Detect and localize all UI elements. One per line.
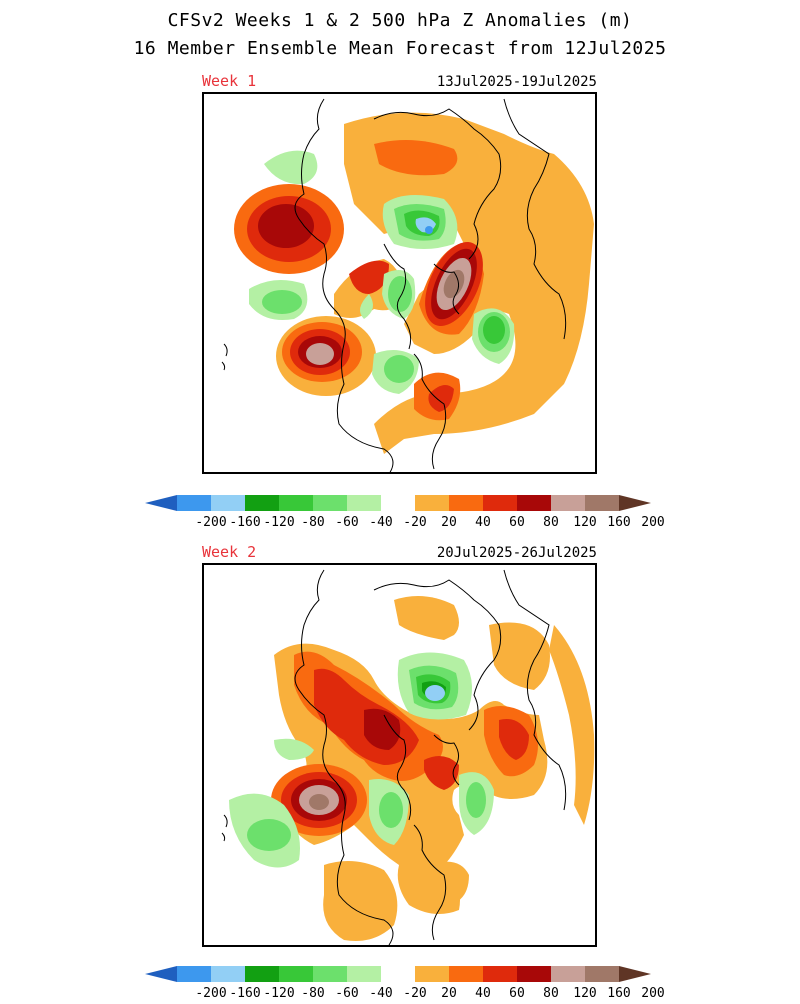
colorbar-tick-label: -120 bbox=[263, 515, 294, 530]
colorbar-tick-label: 80 bbox=[543, 515, 559, 530]
colorbar-tick-label: -20 bbox=[403, 515, 426, 530]
colorbar-swatch bbox=[449, 966, 483, 982]
colorbar-swatch bbox=[381, 495, 415, 511]
colorbar-tick-label: 40 bbox=[475, 986, 491, 1001]
colorbar-swatch bbox=[415, 966, 449, 982]
colorbar-swatch bbox=[211, 966, 245, 982]
colorbar-swatch bbox=[585, 966, 619, 982]
colorbar-swatch bbox=[245, 966, 279, 982]
week-2-colorbar: -200 -160 -120 -80 -60 -40 -20 20 40 60 80 120 160 20… bbox=[145, 964, 665, 1004]
colorbar-swatch bbox=[313, 495, 347, 511]
week-1-label: Week 1 bbox=[202, 72, 257, 90]
coastlines bbox=[221, 569, 567, 945]
colorbar-swatch bbox=[517, 966, 551, 982]
colorbar-swatch bbox=[211, 495, 245, 511]
colorbar-swatch bbox=[313, 966, 347, 982]
week-2-label: Week 2 bbox=[202, 543, 257, 561]
colorbar-swatch bbox=[517, 495, 551, 511]
colorbar-swatch bbox=[279, 966, 313, 982]
colorbar-tick-label: 40 bbox=[475, 515, 491, 530]
colorbar-swatch bbox=[551, 966, 585, 982]
colorbar-swatch bbox=[245, 495, 279, 511]
colorbar-tick-label: 200 bbox=[641, 986, 664, 1001]
colorbar-tick-label: -60 bbox=[335, 515, 358, 530]
colorbar-extend-high bbox=[619, 966, 651, 982]
week-1-colorbar: -200 -160 -120 -80 -60 -40 -20 20 40 60 80 120 160 20… bbox=[145, 493, 665, 533]
week-2-anomaly-map bbox=[202, 563, 597, 947]
negative-anomaly-contours bbox=[249, 150, 515, 394]
colorbar-tick-label: -80 bbox=[301, 986, 324, 1001]
colorbar-swatch bbox=[177, 495, 211, 511]
colorbar-tick-label: -40 bbox=[369, 515, 392, 530]
colorbar-tick-label: -200 bbox=[195, 515, 226, 530]
colorbar-swatch bbox=[279, 495, 313, 511]
colorbar-swatch bbox=[551, 495, 585, 511]
colorbar-tick-label: -80 bbox=[301, 515, 324, 530]
colorbar-tick-label: 120 bbox=[573, 986, 596, 1001]
colorbar-swatch bbox=[415, 495, 449, 511]
colorbar-svg: -200 -160 -120 -80 -60 -40 -20 20 40 60 80 120 160 20… bbox=[145, 966, 665, 1001]
colorbar-extend-low bbox=[145, 966, 177, 982]
coastlines bbox=[221, 98, 567, 472]
colorbar-tick-label: -200 bbox=[195, 986, 226, 1001]
week-1-date-range: 13Jul2025-19Jul2025 bbox=[436, 74, 597, 90]
colorbar-tick-label: 160 bbox=[607, 986, 630, 1001]
colorbar-tick-label: 60 bbox=[509, 986, 525, 1001]
negative-anomaly-contours bbox=[229, 652, 494, 868]
colorbar-tick-label: -40 bbox=[369, 986, 392, 1001]
colorbar-swatch bbox=[381, 966, 415, 982]
colorbar-tick-label: 20 bbox=[441, 515, 457, 530]
week-2-date-range: 20Jul2025-26Jul2025 bbox=[436, 545, 597, 561]
week-1-anomaly-map bbox=[202, 92, 597, 474]
colorbar-extend-high bbox=[619, 495, 651, 511]
colorbar-swatch bbox=[449, 495, 483, 511]
positive-anomaly-contours bbox=[271, 596, 595, 941]
colorbar-tick-label: 120 bbox=[573, 515, 596, 530]
colorbar-swatch bbox=[483, 966, 517, 982]
colorbar-svg: -200 -160 -120 -80 -60 -40 -20 20 40 60 80 120 160 20… bbox=[145, 495, 665, 530]
colorbar-tick-label: -20 bbox=[403, 986, 426, 1001]
colorbar-swatch bbox=[177, 966, 211, 982]
colorbar-tick-label: 200 bbox=[641, 515, 664, 530]
colorbar-swatch bbox=[347, 966, 381, 982]
colorbar-tick-label: 20 bbox=[441, 986, 457, 1001]
colorbar-tick-label: 80 bbox=[543, 986, 559, 1001]
colorbar-swatch bbox=[347, 495, 381, 511]
map-subtitle: 16 Member Ensemble Mean Forecast from 12… bbox=[133, 38, 667, 59]
colorbar-swatch bbox=[585, 495, 619, 511]
colorbar-extend-low bbox=[145, 495, 177, 511]
colorbar-tick-label: -160 bbox=[229, 515, 260, 530]
colorbar-tick-label: -120 bbox=[263, 986, 294, 1001]
colorbar-tick-label: -160 bbox=[229, 986, 260, 1001]
map-title: CFSv2 Weeks 1 & 2 500 hPa Z Anomalies (m… bbox=[167, 10, 633, 31]
colorbar-tick-label: 60 bbox=[509, 515, 525, 530]
colorbar-swatch bbox=[483, 495, 517, 511]
colorbar-tick-label: -60 bbox=[335, 986, 358, 1001]
colorbar-tick-label: 160 bbox=[607, 515, 630, 530]
